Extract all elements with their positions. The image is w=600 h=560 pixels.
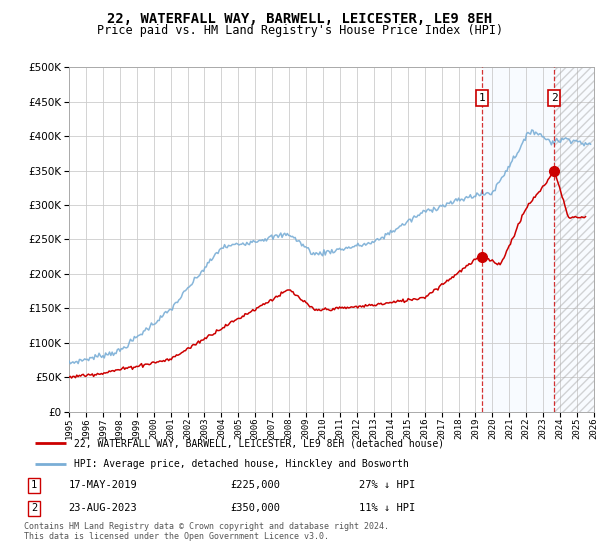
Text: 1: 1 xyxy=(478,93,485,103)
Text: 22, WATERFALL WAY, BARWELL, LEICESTER, LE9 8EH: 22, WATERFALL WAY, BARWELL, LEICESTER, L… xyxy=(107,12,493,26)
Text: 23-AUG-2023: 23-AUG-2023 xyxy=(68,503,137,514)
Text: 22, WATERFALL WAY, BARWELL, LEICESTER, LE9 8EH (detached house): 22, WATERFALL WAY, BARWELL, LEICESTER, L… xyxy=(74,438,445,449)
Text: HPI: Average price, detached house, Hinckley and Bosworth: HPI: Average price, detached house, Hinc… xyxy=(74,459,409,469)
Text: 11% ↓ HPI: 11% ↓ HPI xyxy=(359,503,415,514)
Text: Price paid vs. HM Land Registry's House Price Index (HPI): Price paid vs. HM Land Registry's House … xyxy=(97,24,503,36)
Text: 1: 1 xyxy=(31,480,37,490)
Text: 17-MAY-2019: 17-MAY-2019 xyxy=(68,480,137,490)
Text: 2: 2 xyxy=(31,503,37,514)
Text: 2: 2 xyxy=(551,93,557,103)
Text: £225,000: £225,000 xyxy=(230,480,280,490)
Text: £350,000: £350,000 xyxy=(230,503,280,514)
Bar xyxy=(482,67,594,412)
Text: 27% ↓ HPI: 27% ↓ HPI xyxy=(359,480,415,490)
Text: Contains HM Land Registry data © Crown copyright and database right 2024.
This d: Contains HM Land Registry data © Crown c… xyxy=(24,522,389,542)
Bar xyxy=(554,67,594,412)
